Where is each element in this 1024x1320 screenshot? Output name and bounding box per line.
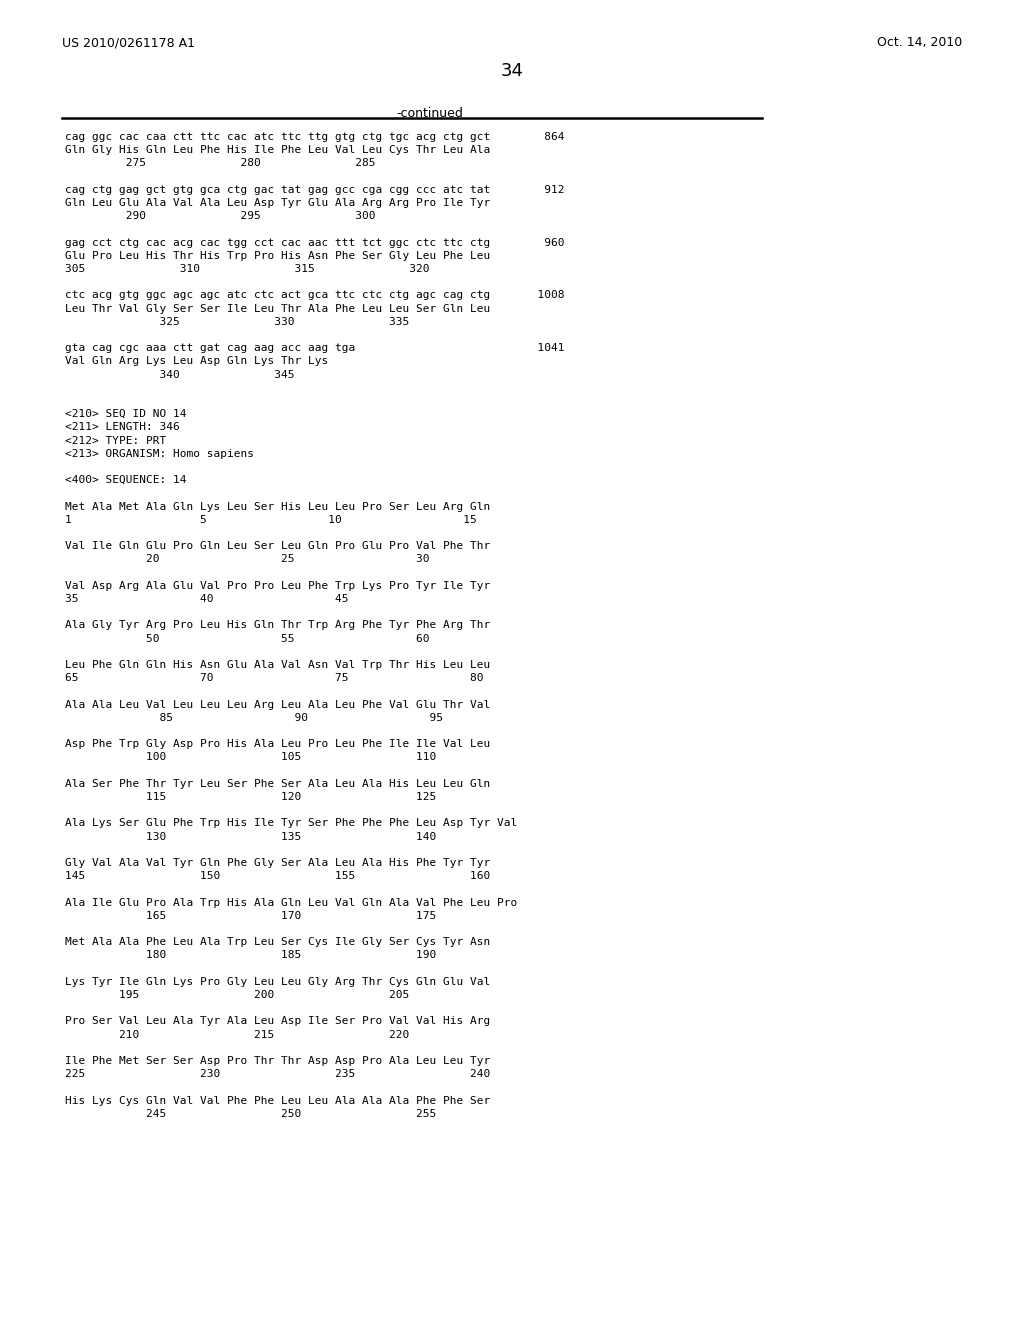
Text: 180                 185                 190: 180 185 190 [65,950,436,961]
Text: 165                 170                 175: 165 170 175 [65,911,436,921]
Text: Ile Phe Met Ser Ser Asp Pro Thr Thr Asp Asp Pro Ala Leu Leu Tyr: Ile Phe Met Ser Ser Asp Pro Thr Thr Asp … [65,1056,490,1067]
Text: 290              295              300: 290 295 300 [65,211,376,222]
Text: 145                 150                 155                 160: 145 150 155 160 [65,871,490,882]
Text: 130                 135                 140: 130 135 140 [65,832,436,842]
Text: 245                 250                 255: 245 250 255 [65,1109,436,1119]
Text: 50                  55                  60: 50 55 60 [65,634,429,644]
Text: 195                 200                 205: 195 200 205 [65,990,410,1001]
Text: Ala Ile Glu Pro Ala Trp His Ala Gln Leu Val Gln Ala Val Phe Leu Pro: Ala Ile Glu Pro Ala Trp His Ala Gln Leu … [65,898,517,908]
Text: Pro Ser Val Leu Ala Tyr Ala Leu Asp Ile Ser Pro Val Val His Arg: Pro Ser Val Leu Ala Tyr Ala Leu Asp Ile … [65,1016,490,1027]
Text: Ala Ala Leu Val Leu Leu Leu Arg Leu Ala Leu Phe Val Glu Thr Val: Ala Ala Leu Val Leu Leu Leu Arg Leu Ala … [65,700,490,710]
Text: Val Ile Gln Glu Pro Gln Leu Ser Leu Gln Pro Glu Pro Val Phe Thr: Val Ile Gln Glu Pro Gln Leu Ser Leu Gln … [65,541,490,552]
Text: Lys Tyr Ile Gln Lys Pro Gly Leu Leu Gly Arg Thr Cys Gln Glu Val: Lys Tyr Ile Gln Lys Pro Gly Leu Leu Gly … [65,977,490,987]
Text: cag ctg gag gct gtg gca ctg gac tat gag gcc cga cgg ccc atc tat        912: cag ctg gag gct gtg gca ctg gac tat gag … [65,185,564,195]
Text: 305              310              315              320: 305 310 315 320 [65,264,429,275]
Text: 275              280              285: 275 280 285 [65,158,376,169]
Text: US 2010/0261178 A1: US 2010/0261178 A1 [62,36,195,49]
Text: 210                 215                 220: 210 215 220 [65,1030,410,1040]
Text: 65                  70                  75                  80: 65 70 75 80 [65,673,483,684]
Text: Ala Lys Ser Glu Phe Trp His Ile Tyr Ser Phe Phe Phe Leu Asp Tyr Val: Ala Lys Ser Glu Phe Trp His Ile Tyr Ser … [65,818,517,829]
Text: Glu Pro Leu His Thr His Trp Pro His Asn Phe Ser Gly Leu Phe Leu: Glu Pro Leu His Thr His Trp Pro His Asn … [65,251,490,261]
Text: Asp Phe Trp Gly Asp Pro His Ala Leu Pro Leu Phe Ile Ile Val Leu: Asp Phe Trp Gly Asp Pro His Ala Leu Pro … [65,739,490,750]
Text: 85                  90                  95: 85 90 95 [65,713,443,723]
Text: Ala Ser Phe Thr Tyr Leu Ser Phe Ser Ala Leu Ala His Leu Leu Gln: Ala Ser Phe Thr Tyr Leu Ser Phe Ser Ala … [65,779,490,789]
Text: 1                   5                  10                  15: 1 5 10 15 [65,515,477,525]
Text: Ala Gly Tyr Arg Pro Leu His Gln Thr Trp Arg Phe Tyr Phe Arg Thr: Ala Gly Tyr Arg Pro Leu His Gln Thr Trp … [65,620,490,631]
Text: -continued: -continued [396,107,464,120]
Text: 325              330              335: 325 330 335 [65,317,410,327]
Text: <213> ORGANISM: Homo sapiens: <213> ORGANISM: Homo sapiens [65,449,254,459]
Text: 340              345: 340 345 [65,370,295,380]
Text: 225                 230                 235                 240: 225 230 235 240 [65,1069,490,1080]
Text: Leu Thr Val Gly Ser Ser Ile Leu Thr Ala Phe Leu Leu Ser Gln Leu: Leu Thr Val Gly Ser Ser Ile Leu Thr Ala … [65,304,490,314]
Text: <211> LENGTH: 346: <211> LENGTH: 346 [65,422,180,433]
Text: <212> TYPE: PRT: <212> TYPE: PRT [65,436,166,446]
Text: Oct. 14, 2010: Oct. 14, 2010 [877,36,962,49]
Text: Gly Val Ala Val Tyr Gln Phe Gly Ser Ala Leu Ala His Phe Tyr Tyr: Gly Val Ala Val Tyr Gln Phe Gly Ser Ala … [65,858,490,869]
Text: ctc acg gtg ggc agc agc atc ctc act gca ttc ctc ctg agc cag ctg       1008: ctc acg gtg ggc agc agc atc ctc act gca … [65,290,564,301]
Text: 20                  25                  30: 20 25 30 [65,554,429,565]
Text: gta cag cgc aaa ctt gat cag aag acc aag tga                           1041: gta cag cgc aaa ctt gat cag aag acc aag … [65,343,564,354]
Text: Met Ala Ala Phe Leu Ala Trp Leu Ser Cys Ile Gly Ser Cys Tyr Asn: Met Ala Ala Phe Leu Ala Trp Leu Ser Cys … [65,937,490,948]
Text: <210> SEQ ID NO 14: <210> SEQ ID NO 14 [65,409,186,420]
Text: Gln Leu Glu Ala Val Ala Leu Asp Tyr Glu Ala Arg Arg Pro Ile Tyr: Gln Leu Glu Ala Val Ala Leu Asp Tyr Glu … [65,198,490,209]
Text: Gln Gly His Gln Leu Phe His Ile Phe Leu Val Leu Cys Thr Leu Ala: Gln Gly His Gln Leu Phe His Ile Phe Leu … [65,145,490,156]
Text: 35                  40                  45: 35 40 45 [65,594,348,605]
Text: His Lys Cys Gln Val Val Phe Phe Leu Leu Ala Ala Ala Phe Phe Ser: His Lys Cys Gln Val Val Phe Phe Leu Leu … [65,1096,490,1106]
Text: cag ggc cac caa ctt ttc cac atc ttc ttg gtg ctg tgc acg ctg gct        864: cag ggc cac caa ctt ttc cac atc ttc ttg … [65,132,564,143]
Text: 34: 34 [501,62,523,81]
Text: Leu Phe Gln Gln His Asn Glu Ala Val Asn Val Trp Thr His Leu Leu: Leu Phe Gln Gln His Asn Glu Ala Val Asn … [65,660,490,671]
Text: 100                 105                 110: 100 105 110 [65,752,436,763]
Text: <400> SEQUENCE: 14: <400> SEQUENCE: 14 [65,475,186,486]
Text: gag cct ctg cac acg cac tgg cct cac aac ttt tct ggc ctc ttc ctg        960: gag cct ctg cac acg cac tgg cct cac aac … [65,238,564,248]
Text: 115                 120                 125: 115 120 125 [65,792,436,803]
Text: Val Gln Arg Lys Leu Asp Gln Lys Thr Lys: Val Gln Arg Lys Leu Asp Gln Lys Thr Lys [65,356,329,367]
Text: Met Ala Met Ala Gln Lys Leu Ser His Leu Leu Pro Ser Leu Arg Gln: Met Ala Met Ala Gln Lys Leu Ser His Leu … [65,502,490,512]
Text: Val Asp Arg Ala Glu Val Pro Pro Leu Phe Trp Lys Pro Tyr Ile Tyr: Val Asp Arg Ala Glu Val Pro Pro Leu Phe … [65,581,490,591]
